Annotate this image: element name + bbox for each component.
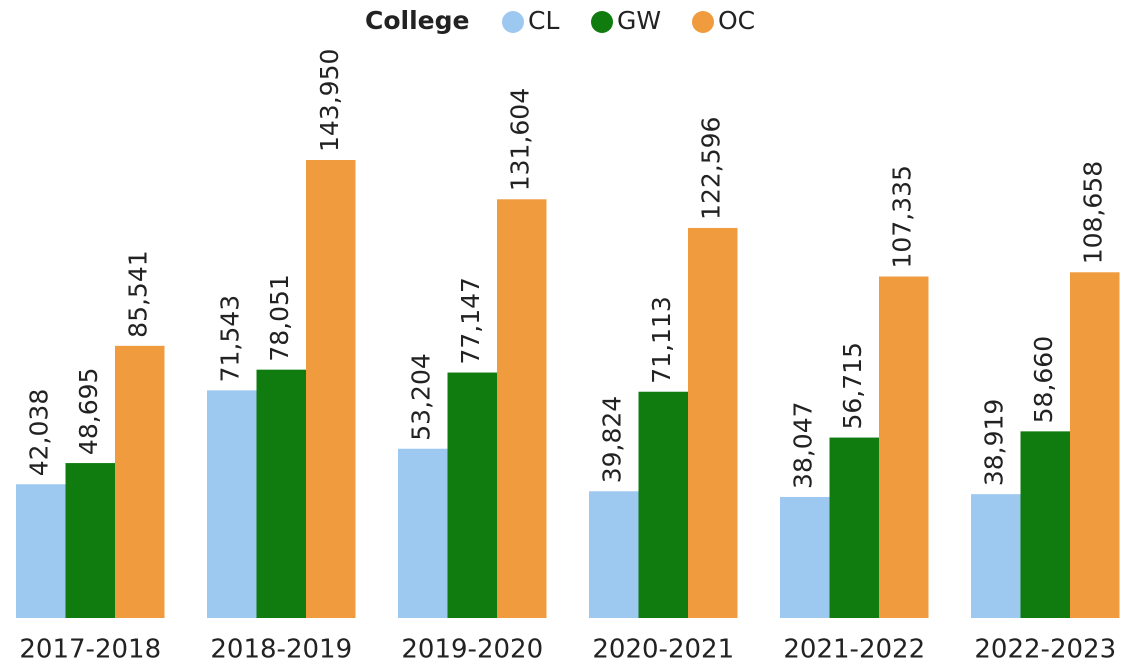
legend-label: OC — [718, 6, 755, 35]
bar — [1020, 431, 1070, 618]
legend-swatch — [692, 11, 714, 33]
x-tick-label: 2021-2022 — [783, 635, 925, 665]
legend-swatch — [591, 11, 613, 33]
bar — [115, 345, 165, 618]
data-label: 48,695 — [74, 368, 103, 455]
x-tick-label: 2020-2021 — [592, 635, 734, 665]
data-label: 78,051 — [265, 274, 294, 361]
data-label: 85,541 — [124, 250, 153, 337]
bar — [256, 369, 306, 618]
data-label: 108,658 — [1079, 161, 1108, 264]
bar — [589, 491, 639, 618]
bar — [879, 276, 929, 618]
bar — [306, 160, 356, 618]
bar — [16, 484, 66, 618]
data-label: 56,715 — [838, 342, 867, 429]
bar — [688, 227, 738, 619]
data-label: 107,335 — [888, 165, 917, 268]
data-label: 71,543 — [216, 295, 245, 382]
bar — [447, 372, 497, 618]
data-label: 122,596 — [697, 117, 726, 220]
data-label: 131,604 — [506, 88, 535, 191]
bar — [65, 463, 115, 618]
data-label: 143,950 — [315, 49, 344, 152]
bar — [971, 494, 1021, 618]
x-tick-label: 2017-2018 — [19, 635, 161, 665]
data-label: 42,038 — [25, 389, 54, 476]
bar — [780, 496, 830, 618]
bar — [398, 448, 448, 618]
bar — [1070, 272, 1120, 618]
x-tick-label: 2019-2020 — [401, 635, 543, 665]
data-label: 58,660 — [1029, 336, 1058, 423]
legend-label: CL — [528, 6, 559, 35]
x-tick-label: 2022-2023 — [974, 635, 1116, 665]
data-label: 77,147 — [456, 277, 485, 364]
legend-swatch — [502, 11, 524, 33]
data-label: 71,113 — [647, 296, 676, 383]
bar — [638, 391, 688, 618]
x-tick-label: 2018-2019 — [210, 635, 352, 665]
data-label: 38,047 — [789, 401, 818, 488]
bar — [207, 390, 257, 618]
data-label: 53,204 — [407, 353, 436, 440]
data-label: 39,824 — [598, 396, 627, 483]
legend-title: College — [365, 6, 469, 35]
bar — [497, 199, 547, 619]
data-label: 38,919 — [980, 399, 1009, 486]
legend-label: GW — [617, 6, 661, 35]
bar — [829, 437, 879, 618]
